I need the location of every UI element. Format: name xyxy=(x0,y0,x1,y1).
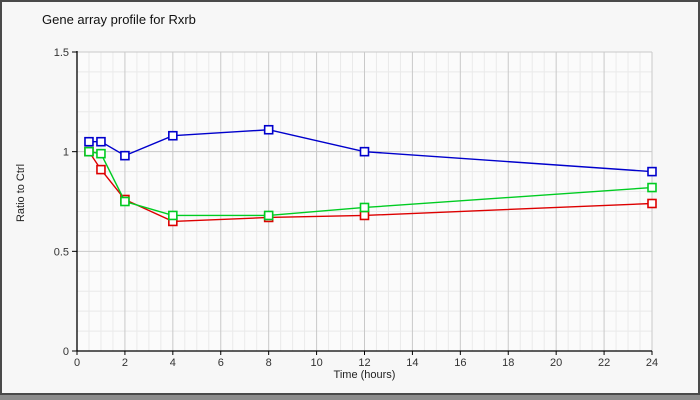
data-point-marker-blue-series xyxy=(96,136,106,147)
x-tick-label: 18 xyxy=(502,357,514,369)
x-tick-label: 20 xyxy=(550,357,562,369)
x-tick-label: 0 xyxy=(74,357,80,369)
data-point-marker-green-series xyxy=(84,146,94,157)
x-tick-label: 6 xyxy=(218,357,224,369)
x-tick-label: 22 xyxy=(598,357,610,369)
data-point-marker-blue-series xyxy=(120,150,130,161)
y-tick-label: 1 xyxy=(63,147,69,159)
chart-title: Gene array profile for Rxrb xyxy=(42,12,196,27)
data-point-marker-blue-series xyxy=(263,124,274,135)
y-tick-label: 0 xyxy=(63,346,69,358)
y-tick-label: 1.5 xyxy=(54,47,69,59)
x-tick-label: 8 xyxy=(266,357,272,369)
data-point-marker-red-series xyxy=(647,198,657,209)
data-point-marker-green-series xyxy=(263,210,274,221)
x-tick-label: 4 xyxy=(170,357,176,369)
x-axis-label: Time (hours) xyxy=(333,369,396,381)
data-point-marker-red-series xyxy=(96,164,106,175)
data-point-marker-blue-series xyxy=(647,166,657,177)
x-tick-label: 16 xyxy=(454,357,466,369)
data-point-marker-green-series xyxy=(647,182,657,193)
data-point-marker-green-series xyxy=(168,210,178,221)
data-point-marker-blue-series xyxy=(168,130,178,141)
data-point-marker-blue-series xyxy=(84,136,94,147)
x-tick-label: 14 xyxy=(406,357,418,369)
data-point-marker-green-series xyxy=(120,196,130,207)
x-tick-label: 12 xyxy=(358,357,370,369)
y-tick-label: 0.5 xyxy=(54,246,69,258)
x-tick-label: 10 xyxy=(310,357,322,369)
data-point-marker-blue-series xyxy=(359,146,370,157)
data-point-marker-green-series xyxy=(359,202,370,213)
x-tick-label: 2 xyxy=(122,357,128,369)
x-tick-label: 24 xyxy=(646,357,658,369)
data-point-marker-green-series xyxy=(96,148,106,159)
data-point-marker-red-series xyxy=(359,210,370,221)
